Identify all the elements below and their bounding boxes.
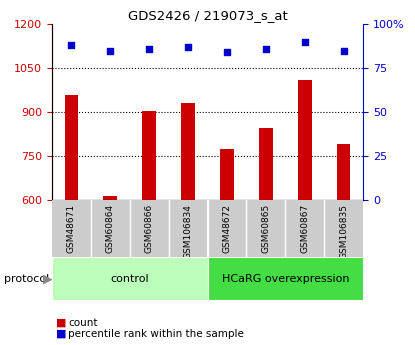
Text: protocol: protocol [4, 274, 49, 284]
Bar [52, 200, 363, 257]
Bar [52, 257, 208, 300]
Point [185, 44, 191, 50]
Point [340, 48, 347, 53]
Point [301, 39, 308, 45]
Text: control: control [110, 274, 149, 284]
Bar [208, 257, 363, 300]
Bar [181, 104, 195, 200]
Point [107, 48, 114, 53]
Bar [220, 149, 234, 200]
Bar [337, 144, 351, 200]
Text: ■: ■ [56, 318, 66, 327]
Bar [64, 95, 78, 200]
Text: percentile rank within the sample: percentile rank within the sample [68, 329, 244, 339]
Text: GSM48671: GSM48671 [67, 204, 76, 253]
Title: GDS2426 / 219073_s_at: GDS2426 / 219073_s_at [128, 9, 287, 22]
Text: ■: ■ [56, 329, 66, 339]
Point [263, 46, 269, 51]
Text: GSM106835: GSM106835 [339, 204, 348, 259]
Text: GSM60867: GSM60867 [300, 204, 309, 253]
Point [146, 46, 152, 51]
Bar [103, 196, 117, 200]
Text: HCaRG overexpression: HCaRG overexpression [222, 274, 349, 284]
Bar [298, 80, 312, 200]
Bar [259, 128, 273, 200]
Text: count: count [68, 318, 98, 327]
Point [68, 42, 75, 48]
Point [224, 50, 230, 55]
Text: GSM60866: GSM60866 [145, 204, 154, 253]
Text: GSM60864: GSM60864 [106, 204, 115, 253]
Bar [142, 111, 156, 200]
Text: GSM48672: GSM48672 [222, 204, 232, 253]
Text: GSM60865: GSM60865 [261, 204, 270, 253]
Text: GSM106834: GSM106834 [183, 204, 193, 259]
Text: ▶: ▶ [43, 272, 52, 285]
